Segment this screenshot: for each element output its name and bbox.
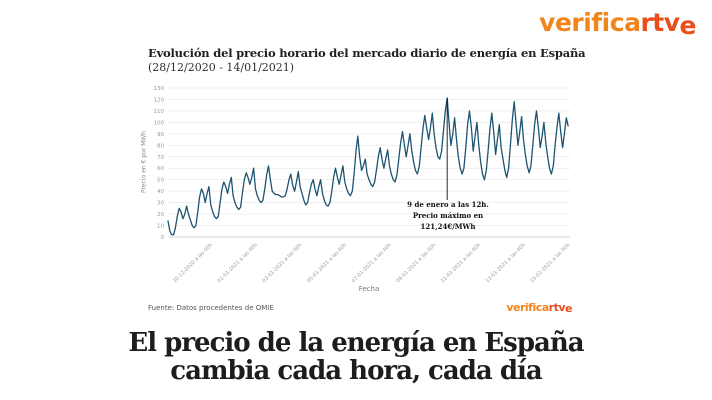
headline-line1: El precio de la energía en España	[128, 328, 584, 358]
svg-text:110: 110	[154, 109, 165, 115]
logo-e: e	[679, 11, 697, 41]
svg-text:100: 100	[154, 120, 165, 126]
svg-text:130: 130	[154, 86, 165, 92]
logo-rtv: rtv	[548, 301, 566, 314]
svg-text:05-01-2021 a las 00h: 05-01-2021 a las 00h	[306, 242, 348, 284]
svg-text:40: 40	[157, 189, 164, 195]
logo-verifica: verifica	[539, 8, 641, 37]
svg-text:90: 90	[157, 132, 164, 138]
peak-annotation: 9 de enero a las 12h. Precio máximo en 1…	[377, 200, 519, 233]
svg-text:10: 10	[157, 224, 164, 230]
peak-annotation-line1: 9 de enero a las 12h.	[407, 200, 489, 209]
svg-text:15-01-2021 a las 00h: 15-01-2021 a las 00h	[529, 242, 571, 284]
x-axis-label: Fecha	[358, 285, 380, 293]
logo-rtv: rtv	[640, 8, 680, 37]
svg-text:80: 80	[157, 143, 164, 149]
headline: El precio de la energía en España cambia…	[0, 328, 712, 386]
svg-text:03-01-2021 a las 00h: 03-01-2021 a las 00h	[261, 242, 303, 284]
svg-text:01-01-2021 a las 00h: 01-01-2021 a las 00h	[217, 242, 259, 284]
svg-text:13-01-2021 a las 00h: 13-01-2021 a las 00h	[485, 242, 527, 284]
svg-text:50: 50	[157, 178, 164, 184]
brand-logo: verificartve	[539, 8, 697, 41]
svg-text:60: 60	[157, 166, 164, 172]
chart-title: Evolución del precio horario del mercado…	[148, 46, 586, 60]
headline-line2: cambia cada hora, cada día	[170, 355, 542, 386]
svg-text:0: 0	[161, 235, 165, 241]
peak-annotation-line2: Precio máximo en	[412, 210, 484, 220]
logo-e: e	[565, 302, 572, 316]
chart-footer: Fuente: Datos procedentes de OMIE verifi…	[148, 301, 572, 316]
svg-text:30-12-2020 a las 00h: 30-12-2020 a las 00h	[172, 242, 214, 284]
svg-text:30: 30	[157, 201, 164, 207]
chart-card: Evolución del precio horario del mercado…	[130, 38, 592, 328]
chart-brand-logo: verificartve	[506, 301, 572, 316]
svg-text:70: 70	[157, 155, 164, 161]
logo-verifica: verifica	[506, 301, 549, 314]
price-line-chart: 0 10 20 30 40 50 60 70 80 90 100 110 120 130 30-12-202…	[154, 86, 572, 284]
svg-text:20: 20	[157, 212, 164, 218]
svg-text:120: 120	[154, 97, 165, 103]
svg-text:07-01-2021 a las 00h: 07-01-2021 a las 00h	[351, 242, 393, 284]
svg-text:11-01-2021 a las 00h: 11-01-2021 a las 00h	[440, 242, 482, 284]
chart-subtitle: (28/12/2020 - 14/01/2021)	[148, 61, 295, 74]
source-note: Fuente: Datos procedentes de OMIE	[148, 303, 274, 312]
peak-annotation-line3: 121,24€/MWh	[420, 221, 476, 231]
svg-text:09-01-2021 a las 00h: 09-01-2021 a las 00h	[395, 242, 437, 284]
